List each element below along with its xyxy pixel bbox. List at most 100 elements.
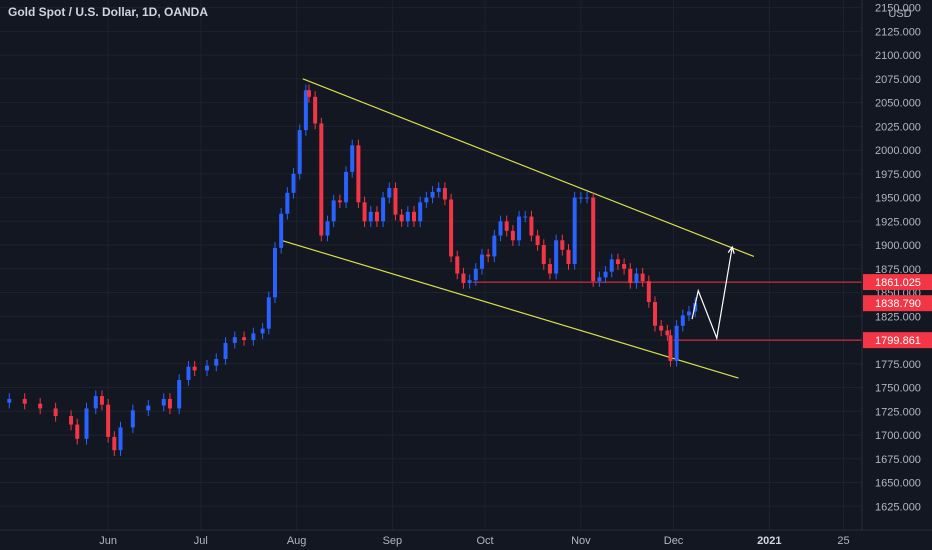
candle-body (680, 315, 685, 326)
candle-body (467, 280, 472, 284)
candle-body (266, 297, 271, 329)
candle-body (192, 366, 197, 371)
candle-body (535, 235, 540, 246)
time-axis-panel[interactable] (0, 530, 932, 550)
y-tick-label: 1925.000 (875, 216, 921, 228)
candle-body (53, 408, 58, 417)
candle-body (374, 211, 379, 222)
grid-layer (0, 0, 862, 530)
candle-body (381, 197, 386, 222)
candle-body (319, 123, 324, 236)
candle-body (424, 197, 429, 203)
candle-body (418, 202, 423, 222)
candle-body (547, 264, 552, 274)
candle-body (393, 188, 398, 215)
candle-body (362, 202, 367, 222)
candle-body (449, 199, 454, 257)
candle-body (665, 330, 670, 336)
candle-layer (7, 84, 698, 456)
candle-body (609, 259, 614, 272)
y-tick-label: 2125.000 (875, 26, 921, 38)
candle-body (167, 398, 172, 409)
candle-body (350, 145, 355, 172)
candle-body (510, 230, 515, 241)
current-price-label: 1838.790 (875, 298, 921, 310)
candle-body (412, 211, 417, 222)
x-tick-label: 25 (837, 535, 849, 547)
candle-body (84, 408, 89, 439)
candle-body (205, 365, 210, 371)
candle-body (186, 366, 191, 380)
candle-body (529, 216, 534, 236)
x-tick-label: Sep (383, 535, 403, 547)
candle-body (455, 256, 460, 274)
projection-arrowhead (727, 245, 735, 254)
y-tick-label: 1900.000 (875, 240, 921, 252)
candle-body (93, 396, 98, 409)
candle-body (399, 214, 404, 222)
y-tick-label: 2100.000 (875, 50, 921, 62)
y-tick-label: 2050.000 (875, 98, 921, 110)
candle-body (652, 302, 657, 326)
level-price-label: 1861.025 (875, 277, 921, 289)
candle-body (368, 211, 373, 222)
candle-body (634, 273, 639, 284)
y-tick-label: 1750.000 (875, 383, 921, 395)
candle-body (106, 404, 111, 437)
candle-body (75, 424, 80, 439)
chart-title: Gold Spot / U.S. Dollar, 1D, OANDA (8, 5, 209, 19)
candle-body (461, 273, 466, 284)
candle-body (668, 335, 673, 361)
projection-path (691, 246, 733, 341)
candle-body (260, 328, 265, 334)
candle-body (38, 403, 43, 409)
candle-body (479, 254, 484, 269)
candle-body (572, 197, 577, 265)
x-tick-label: Dec (664, 535, 684, 547)
candle-body (405, 211, 410, 222)
candle-body (585, 197, 590, 199)
channel-layer (280, 78, 755, 379)
x-tick-label: Aug (287, 535, 307, 547)
candle-body (674, 325, 679, 361)
y-tick-label: 1875.000 (875, 264, 921, 276)
candle-body (112, 436, 117, 451)
x-tick-label: Jun (99, 535, 117, 547)
x-tick-label: 2021 (757, 535, 781, 547)
candle-body (430, 191, 435, 198)
candle-body (492, 235, 497, 257)
level-price-label: 1799.861 (875, 335, 921, 347)
candle-body (442, 188, 447, 200)
candle-body (214, 359, 219, 366)
candle-body (325, 221, 330, 236)
candle-body (242, 337, 247, 341)
price-axis-panel[interactable] (862, 0, 932, 530)
candle-body (523, 216, 528, 218)
currency-label: USD (888, 8, 911, 20)
candle-body (566, 249, 571, 265)
level-layer (472, 281, 862, 341)
candle-body (578, 197, 583, 199)
candle-body (223, 342, 228, 360)
y-tick-label: 2025.000 (875, 121, 921, 133)
y-tick-label: 1650.000 (875, 478, 921, 490)
candle-body (659, 325, 664, 331)
candle-body (272, 247, 277, 298)
candle-body (603, 271, 608, 278)
y-tick-label: 1775.000 (875, 359, 921, 371)
y-tick-label: 1625.000 (875, 501, 921, 513)
y-tick-label: 1725.000 (875, 406, 921, 418)
time-axis-ticks: Jun Jul Aug Sep Oct Nov Dec 2021 25 (99, 535, 849, 547)
y-tick-label: 2000.000 (875, 145, 921, 157)
channel-lower-line (280, 239, 739, 379)
candle-body (285, 192, 290, 214)
candle-body (387, 188, 392, 198)
candle-body (22, 398, 27, 404)
x-tick-label: Oct (477, 535, 494, 547)
candle-body (118, 427, 123, 451)
candle-body (313, 96, 318, 124)
y-tick-label: 2075.000 (875, 74, 921, 86)
candle-body (251, 333, 256, 341)
